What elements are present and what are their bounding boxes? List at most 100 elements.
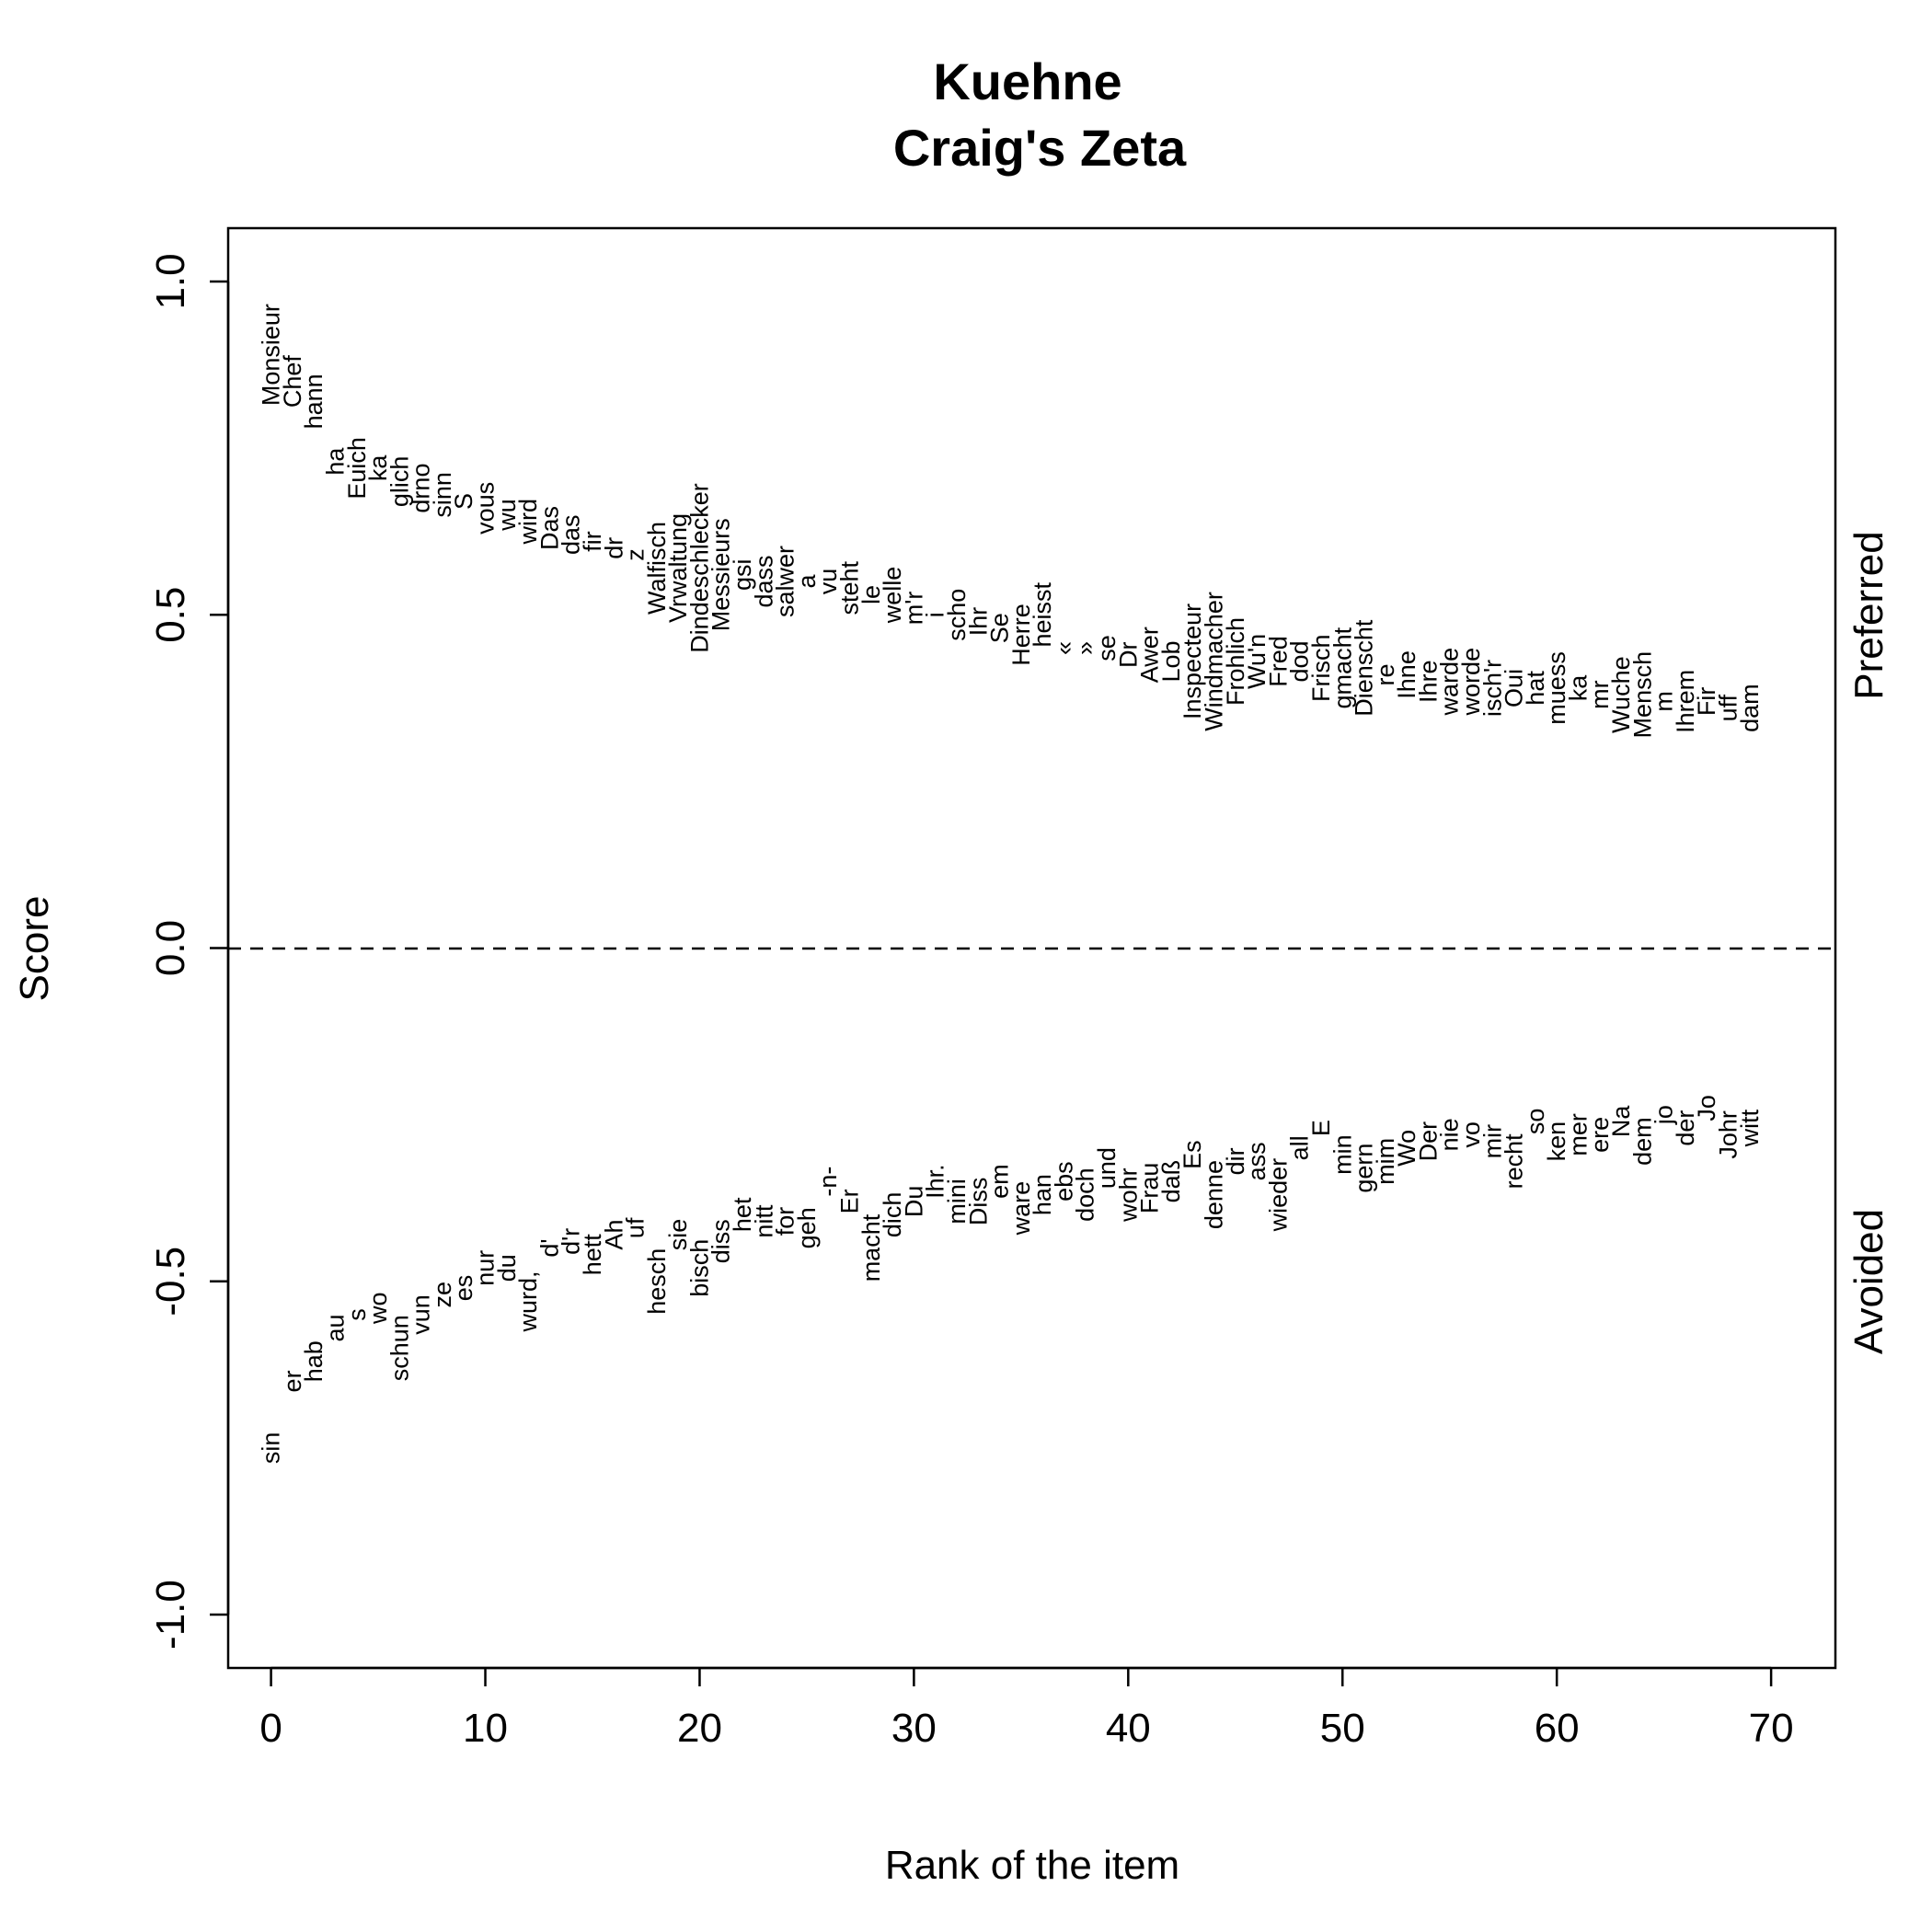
word-label: Awer xyxy=(1136,627,1164,683)
y-axis: -1.0 -0.5 0.0 0.5 1.0 xyxy=(148,253,230,1650)
word-label: ware xyxy=(1007,1181,1035,1236)
word-label: recht xyxy=(1501,1133,1528,1190)
word-label: ze xyxy=(429,1282,456,1308)
word-label: du xyxy=(493,1254,521,1282)
word-label: isch'r xyxy=(1478,660,1506,717)
word-label: Frau xyxy=(1136,1163,1164,1214)
word-label: witt xyxy=(1736,1109,1764,1147)
word-label: se xyxy=(1093,635,1121,661)
word-label: Monsieur xyxy=(258,304,285,406)
word-label: der xyxy=(1672,1110,1699,1146)
word-label: au xyxy=(321,1314,349,1341)
word-label: Chef xyxy=(279,355,306,408)
x-tick-label: 50 xyxy=(1320,1706,1365,1751)
word-label: Johr xyxy=(1715,1110,1742,1159)
word-label: sie xyxy=(664,1219,692,1251)
x-tick-label: 60 xyxy=(1535,1706,1580,1751)
word-label: dem xyxy=(1628,1117,1656,1166)
word-label: Se xyxy=(986,613,1014,643)
word-label: ha xyxy=(321,447,349,476)
word-label: s xyxy=(343,1308,371,1321)
y-tick-label: 0.5 xyxy=(148,587,193,643)
word-label: welle xyxy=(879,567,906,625)
word-label: vu xyxy=(814,569,842,595)
word-label: gsi xyxy=(729,559,756,592)
word-label: Messieurs xyxy=(707,518,735,631)
word-label: drno xyxy=(408,464,435,513)
word-label: mir xyxy=(1478,1124,1506,1158)
word-label: d'r xyxy=(558,1228,585,1255)
word-label: steht xyxy=(836,560,864,615)
word-label: fir xyxy=(579,531,606,552)
y-tick-label: -0.5 xyxy=(148,1247,193,1317)
word-label: m xyxy=(1650,691,1678,712)
word-label: Du xyxy=(900,1186,927,1218)
word-label: ka xyxy=(364,454,392,482)
word-label: Walfisch xyxy=(643,522,671,615)
word-label: Frohlich xyxy=(1222,617,1249,706)
word-label: vun xyxy=(408,1294,435,1335)
word-label: Jo xyxy=(1693,1095,1720,1121)
word-label: doch xyxy=(1072,1167,1099,1222)
word-label: salwer xyxy=(772,546,799,617)
word-label: dod xyxy=(1286,640,1314,682)
word-label: m'r xyxy=(900,592,927,626)
word-label: mer xyxy=(1564,1113,1592,1156)
word-label: all xyxy=(1286,1135,1314,1160)
word-label: Na xyxy=(1607,1105,1635,1137)
word-label: geh xyxy=(793,1207,821,1248)
word-label: sinn xyxy=(429,472,456,518)
y-tick-label: -1.0 xyxy=(148,1580,193,1650)
word-label: mr xyxy=(1586,680,1614,708)
word-label: Er xyxy=(836,1189,864,1213)
word-label: Der xyxy=(1414,1121,1442,1162)
word-label: wu xyxy=(493,499,521,532)
word-label: i xyxy=(922,612,949,617)
word-label: le xyxy=(857,585,885,604)
word-label: dam xyxy=(1736,684,1764,732)
word-label: S xyxy=(450,493,477,510)
word-label: Wo xyxy=(1393,1130,1420,1167)
word-label: Dr xyxy=(1114,641,1142,668)
word-label: bisch xyxy=(685,1239,713,1297)
word-label: ass xyxy=(1243,1142,1271,1180)
word-label: d' xyxy=(535,1238,563,1257)
word-label: nitt xyxy=(750,1204,777,1238)
word-label: uf xyxy=(622,1217,650,1238)
word-label: Euich xyxy=(343,437,371,500)
word-label: re xyxy=(1372,663,1399,685)
word-label: warde xyxy=(1436,648,1464,717)
word-label: wird xyxy=(514,499,542,546)
word-label: for xyxy=(772,1207,799,1236)
word-label: jo xyxy=(1650,1105,1678,1125)
word-label: nur xyxy=(472,1250,500,1286)
word-label: glich xyxy=(385,456,413,508)
x-tick-label: 20 xyxy=(677,1706,722,1751)
word-label: vous xyxy=(472,482,500,535)
word-label: Ihr. xyxy=(922,1164,949,1199)
word-label: Herre xyxy=(1007,604,1035,666)
word-label: mini xyxy=(943,1179,971,1225)
word-label: dr xyxy=(600,537,627,559)
word-label: Inspecteur xyxy=(1179,604,1206,719)
y-tick-label: 0.0 xyxy=(148,920,193,976)
word-label: han xyxy=(1029,1174,1056,1215)
word-label: -n- xyxy=(814,1167,842,1197)
word-label: Frisch xyxy=(1307,634,1335,702)
word-label: gern xyxy=(1351,1144,1378,1193)
word-label: diss xyxy=(707,1219,735,1263)
x-tick-label: 0 xyxy=(259,1706,282,1751)
word-label: Lob xyxy=(1157,640,1185,682)
word-label: heisst xyxy=(1029,581,1056,647)
x-axis-label: Rank of the item xyxy=(885,1843,1179,1888)
word-label: dich xyxy=(879,1192,906,1238)
word-label: das xyxy=(558,515,585,556)
word-label: Fred xyxy=(1264,636,1292,687)
word-label: und xyxy=(1093,1147,1121,1189)
word-label: Oui xyxy=(1501,669,1528,707)
word-label: daß xyxy=(1157,1160,1185,1203)
word-label: er xyxy=(279,1370,306,1392)
word-label: Windmacher xyxy=(1200,592,1227,731)
word-label: ere xyxy=(1586,1117,1614,1153)
